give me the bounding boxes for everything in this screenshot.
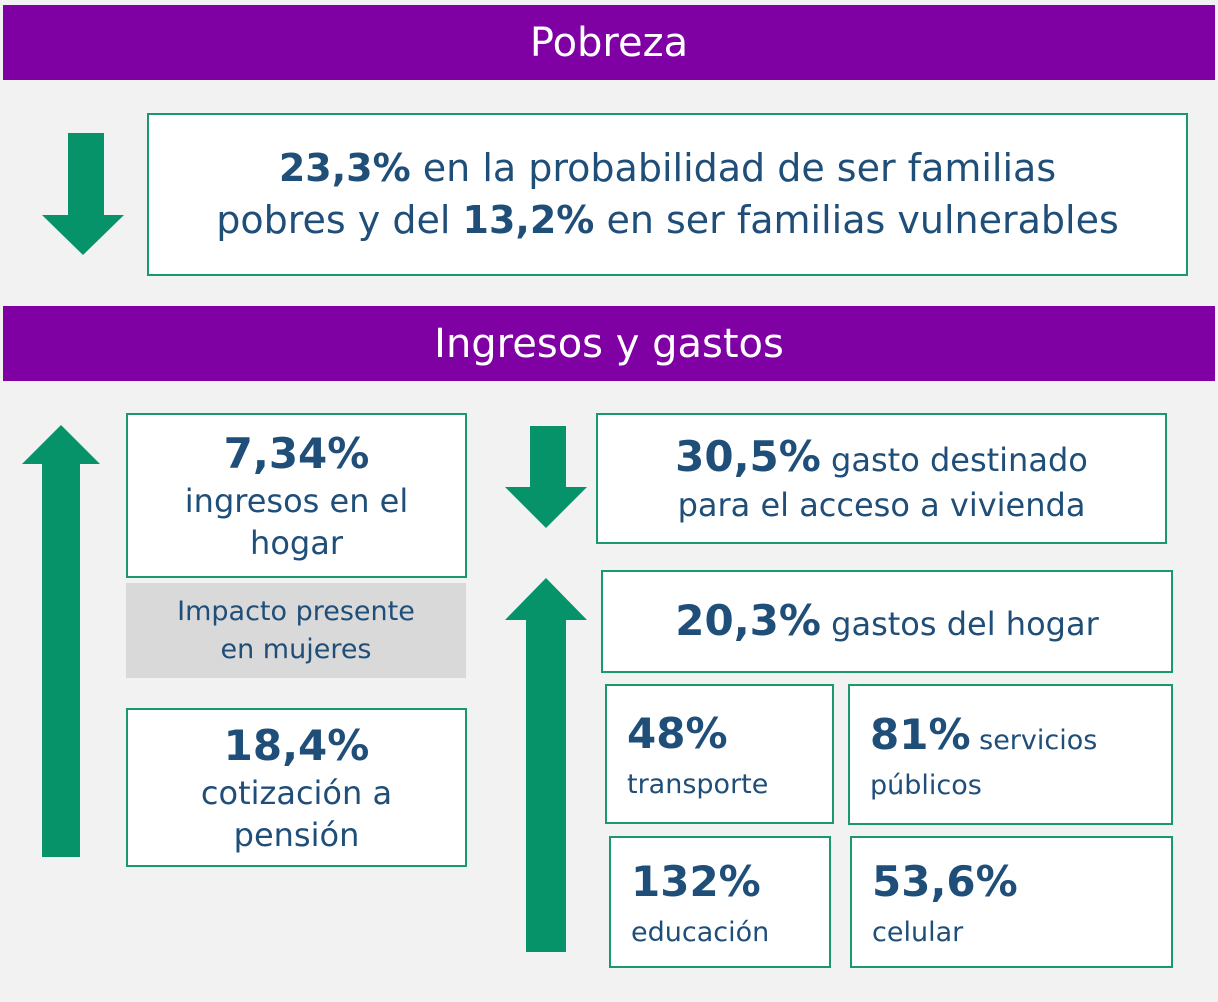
text: en ser familias vulnerables: [606, 197, 1119, 242]
text: gastos del hogar: [831, 605, 1099, 644]
stat-box: 20,3% gastos del hogar: [601, 570, 1173, 673]
arrow-up: [505, 578, 587, 952]
text: cotización a: [200, 774, 393, 813]
title: Ingresos y gastos: [434, 320, 784, 367]
text: servicios: [979, 724, 1098, 756]
stat-box: 18,4% cotización a pensión: [126, 708, 467, 867]
stat-box: 23,3% en la probabilidad de ser familias…: [147, 113, 1188, 276]
line: pobres y del 13,2% en ser familias vulne…: [216, 195, 1119, 246]
line: 30,5% gasto destinado: [675, 430, 1088, 485]
section-header: Pobreza: [3, 5, 1215, 80]
text: celular: [872, 917, 964, 949]
title: Pobreza: [529, 19, 689, 66]
value: 23,3%: [278, 146, 411, 191]
line: 81% servicios: [870, 703, 1097, 766]
text: educación: [631, 917, 770, 949]
arrow-down: [505, 426, 587, 528]
value: 7,34%: [223, 428, 370, 478]
text: en la probabilidad de ser familias: [422, 146, 1057, 191]
stat-box: 30,5% gasto destinado para el acceso a v…: [596, 413, 1167, 544]
stat-box: 81% servicios públicos: [848, 684, 1173, 825]
value: 132%: [631, 857, 761, 907]
stat-box: 7,34% ingresos en el hogar: [126, 413, 467, 578]
note: Impacto presente en mujeres: [126, 583, 466, 678]
value: 53,6%: [872, 857, 1018, 907]
section-header: Ingresos y gastos: [3, 306, 1215, 381]
value: 18,4%: [223, 720, 370, 770]
text: para el acceso a vivienda: [677, 486, 1086, 524]
value: 13,2%: [462, 197, 595, 242]
stat-box: 132% educación: [609, 836, 831, 968]
text: públicos: [870, 769, 982, 801]
stat-box: 48% transporte: [605, 684, 834, 824]
text: en mujeres: [220, 633, 372, 665]
text: pobres y del: [216, 197, 451, 242]
line: 23,3% en la probabilidad de ser familias: [279, 143, 1056, 194]
value: 48%: [627, 709, 728, 759]
arrow-down: [42, 133, 124, 255]
value: 81%: [870, 709, 971, 759]
stat-box: 53,6% celular: [850, 836, 1173, 968]
line: 20,3% gastos del hogar: [675, 593, 1098, 650]
text: transporte: [627, 769, 769, 801]
value: 20,3%: [675, 596, 821, 646]
text: hogar: [250, 523, 343, 562]
text: Impacto presente: [177, 595, 415, 627]
text: ingresos en el: [184, 482, 409, 521]
value: 30,5%: [675, 432, 821, 482]
text: pensión: [233, 815, 360, 854]
text: gasto destinado: [831, 441, 1088, 480]
arrow-up: [22, 425, 100, 857]
